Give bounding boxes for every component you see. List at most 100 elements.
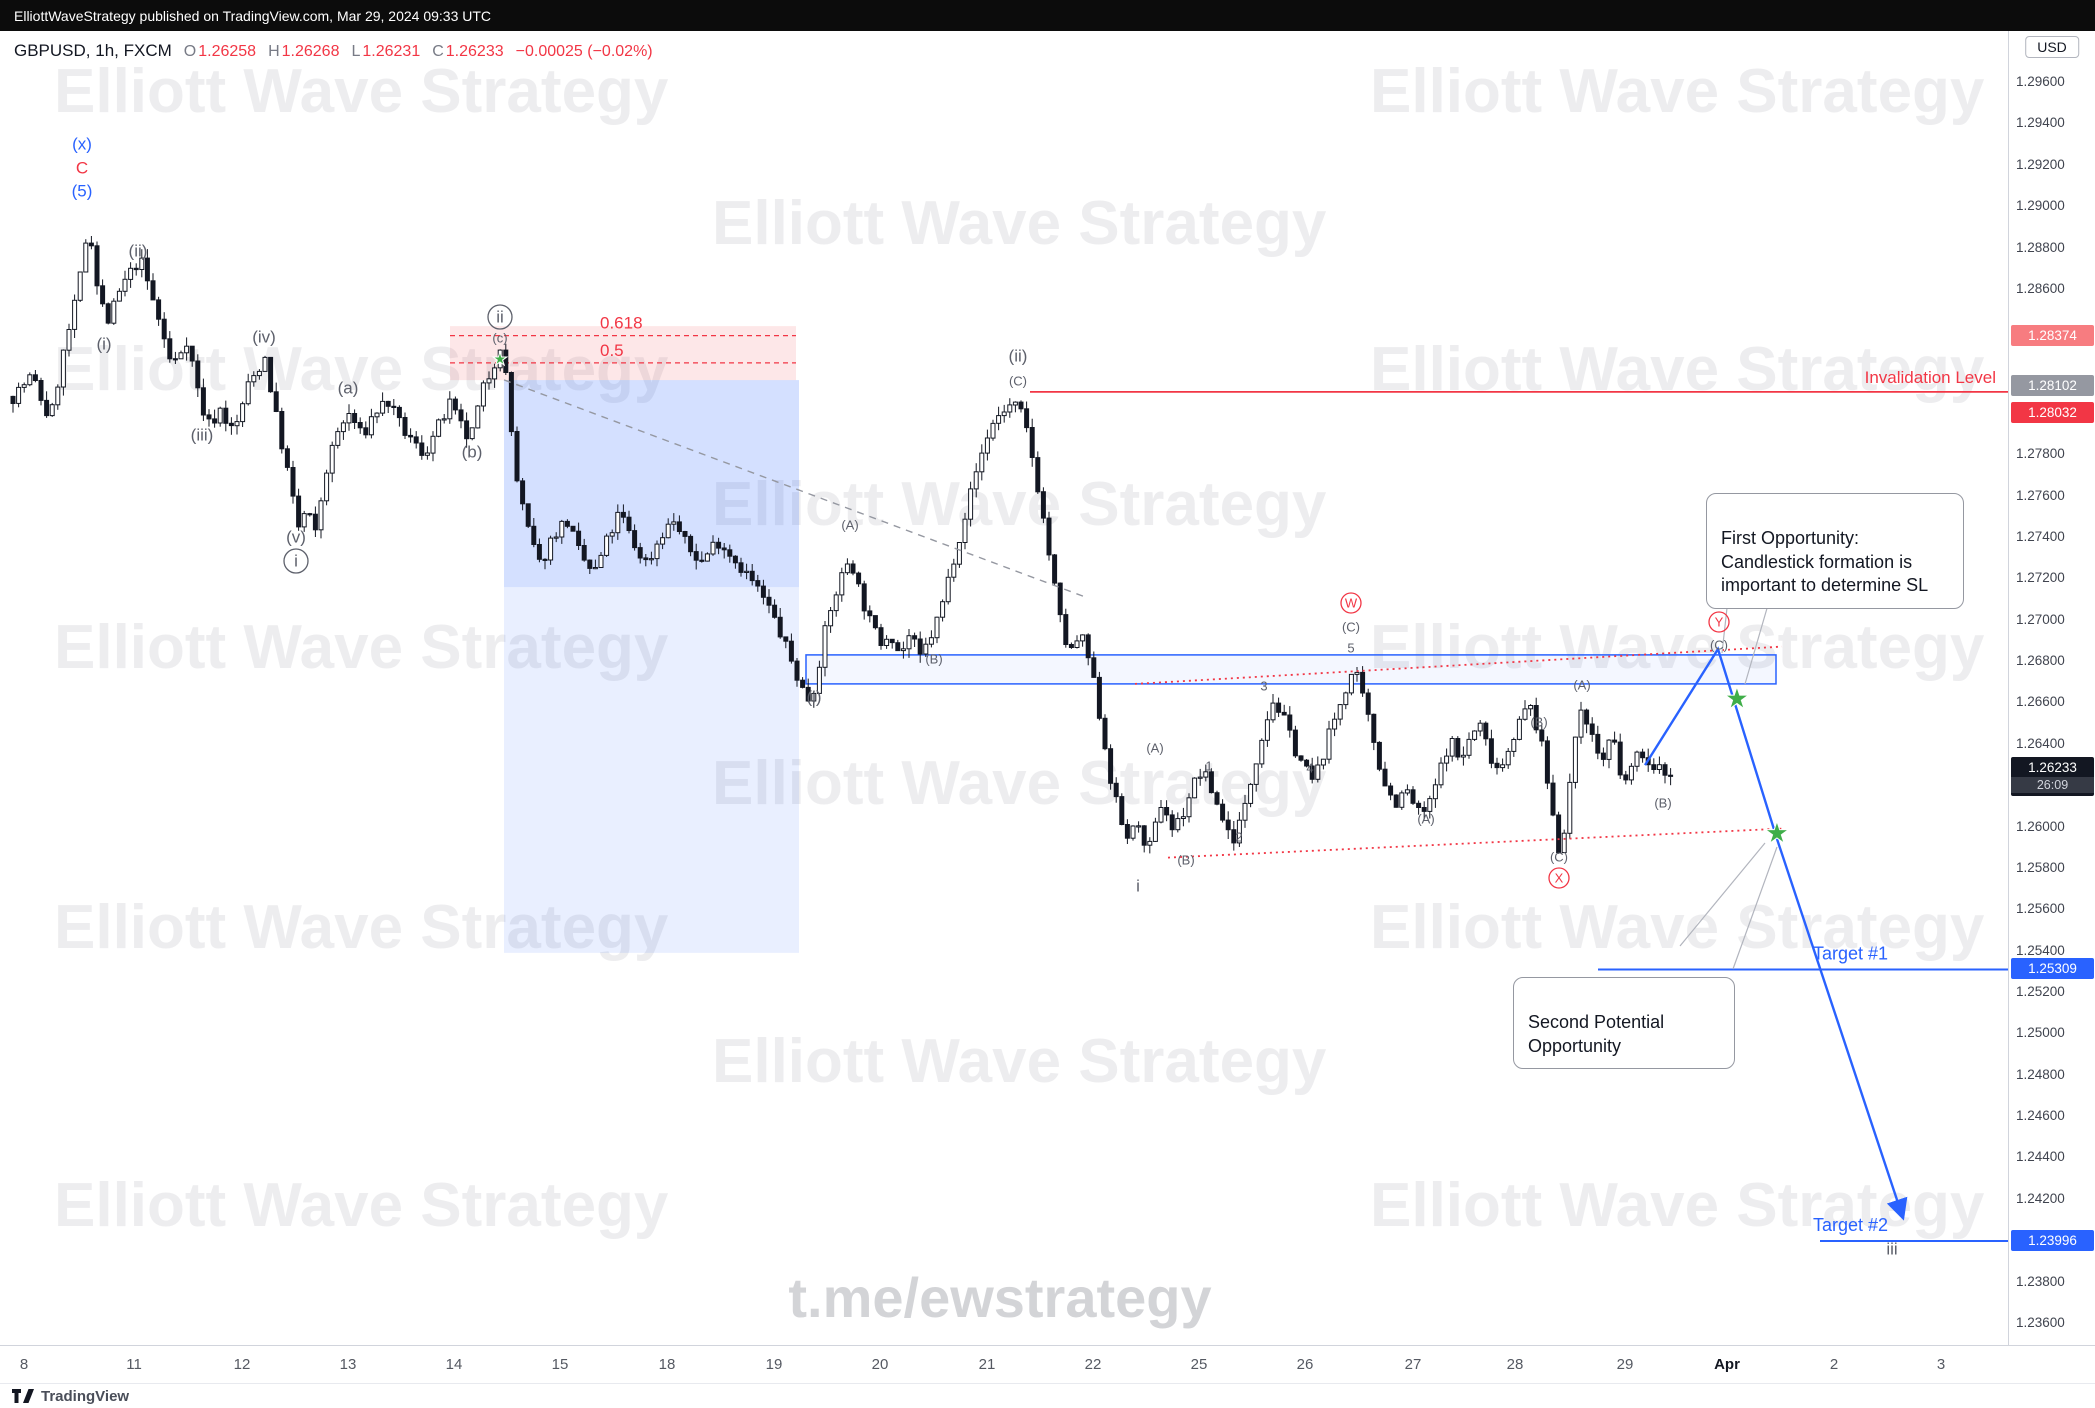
wave-label: (v) [286,528,306,547]
wave-label: (C) [1342,620,1360,635]
price-tick: 1.29400 [2016,115,2065,131]
fib-label: 0.618 [600,314,643,333]
wave-label: ii [496,308,504,327]
time-tick: 25 [1190,1356,1208,1373]
lower-channel-line [1167,827,1783,859]
chart-window: Elliott Wave Strategy Elliott Wave Strate… [0,31,2095,1345]
price-tick: 1.24200 [2016,1190,2065,1206]
price-tick: 1.24400 [2016,1149,2065,1165]
open-value: 1.26258 [198,43,257,60]
wave-label: (b) [462,443,483,462]
price-chart-canvas[interactable]: Elliott Wave Strategy Elliott Wave Strate… [0,31,2008,1345]
wave-labels: (x)C(5)(i)(ii)(iii)(iv)(a)(b)(v)iii(c)(i… [72,135,1898,1259]
svg-text:Elliott Wave Strategy: Elliott Wave Strategy [1370,1171,1985,1240]
close-label: C [432,43,444,60]
tradingview-logo-icon[interactable] [12,1389,34,1403]
wave-label: (i) [806,688,821,707]
tradingview-brand[interactable]: TradingView [41,1387,130,1405]
wave-label: (a) [338,379,359,398]
open-label: O [183,43,197,60]
current-price-badge: 1.26233 26:09 [2011,757,2094,797]
price-tick: 1.24800 [2016,1066,2065,1082]
price-badge: 1.28032 [2011,402,2094,424]
time-tick: 14 [445,1356,463,1373]
publish-bar: ElliottWaveStrategy published on Trading… [0,0,2095,31]
wave-label: W [1345,596,1358,611]
time-axis[interactable]: 8 11 12 13 14 15 18 19 20 21 22 25 26 27 28 29 Apr 2 3 [0,1345,2095,1383]
price-tick: 1.28800 [2016,239,2065,255]
wave-label: (B) [925,652,942,667]
wave-label: (A) [1146,741,1163,756]
publish-text: ElliottWaveStrategy published on Trading… [14,7,492,24]
projection-path[interactable] [1643,646,1908,1221]
first-opportunity-note[interactable]: First Opportunity: Candlestick formation… [1706,493,1964,609]
currency-label[interactable]: USD [2025,36,2079,58]
invalidation-label: Invalidation Level [1865,368,1996,387]
time-tick: 29 [1616,1356,1634,1373]
close-pair: C 1.26233 [432,43,503,61]
wave-label: (i) [96,335,111,354]
price-badge: 1.23996 [2011,1229,2094,1251]
time-tick: Apr [1714,1356,1740,1373]
target-label: Target #2 [1813,1215,1888,1235]
price-tick: 1.26600 [2016,694,2065,710]
time-tick: 19 [765,1356,783,1373]
high-label: H [268,43,280,60]
price-tick: 1.23800 [2016,1273,2065,1289]
price-tick: 1.23600 [2016,1314,2065,1330]
wave-label: i [294,552,298,571]
price-badge: 1.28102 [2011,374,2094,396]
price-tick: 1.25000 [2016,1025,2065,1041]
price-tick: 1.25600 [2016,901,2065,917]
chart-area[interactable]: Elliott Wave Strategy Elliott Wave Strate… [0,31,2008,1345]
wave-label: (B) [1654,796,1671,811]
price-axis[interactable]: USD 1.29600 1.29400 1.29200 1.29000 1.28800 1… [2008,31,2095,1345]
price-tick: 1.27800 [2016,446,2065,462]
price-tick: 1.29200 [2016,156,2065,172]
trendlines[interactable] [503,379,1783,859]
wave-label: (B) [1177,853,1194,868]
entry-stars[interactable]: ★ ★ ★ [491,349,1791,852]
entry-star-icon: ★ [1724,681,1751,716]
wave-label: 3 [1260,679,1267,694]
fib-levels[interactable]: 0.618 0.5 [450,314,796,364]
high-pair: H 1.26268 [268,43,339,61]
entry-star-icon: ★ [492,349,508,370]
invalidation-level[interactable]: Invalidation Level [1030,368,2008,393]
time-tick: 22 [1084,1356,1102,1373]
first-opportunity-text: First Opportunity: Candlestick formation… [1721,528,1929,596]
wave-label: 5 [1347,641,1354,656]
price-tick: 1.24600 [2016,1108,2065,1124]
price-tick: 1.25800 [2016,859,2065,875]
fib-label: 0.5 [600,341,624,360]
time-tick: 28 [1506,1356,1524,1373]
price-tick: 1.29000 [2016,198,2065,214]
time-tick: 20 [871,1356,889,1373]
target-lines[interactable]: Target #1 Target #2 [1598,944,2008,1242]
high-value: 1.26268 [281,43,340,60]
change-value: −0.00025 (−0.02%) [515,43,653,60]
wave-label: (ii) [1009,347,1028,366]
time-tick: 8 [19,1356,29,1373]
open-pair: O 1.26258 [184,43,256,61]
wave-label: Y [1715,615,1724,630]
second-opportunity-text: Second Potential Opportunity [1528,1012,1665,1056]
time-tick: 21 [978,1356,996,1373]
symbol-title[interactable]: GBPUSD, 1h, FXCM [14,41,172,60]
supply-zone-lower [504,587,799,953]
price-tick: 1.27200 [2016,570,2065,586]
time-tick: 27 [1404,1356,1422,1373]
price-tick: 1.27600 [2016,487,2065,503]
wave-label: (B) [1530,715,1547,730]
price-tick: 1.26400 [2016,735,2065,751]
time-tick: 3 [1936,1356,1946,1373]
resistance-box [805,654,1777,685]
wave-label: (C) [1710,638,1728,653]
time-tick: 11 [126,1356,142,1373]
wave-label: (A) [1573,678,1590,693]
wave-label: (c) [492,331,507,346]
wave-label: (x) [72,135,92,154]
wave-label: (5) [72,182,93,201]
time-tick: 12 [233,1356,251,1373]
second-opportunity-note[interactable]: Second Potential Opportunity [1513,977,1735,1070]
